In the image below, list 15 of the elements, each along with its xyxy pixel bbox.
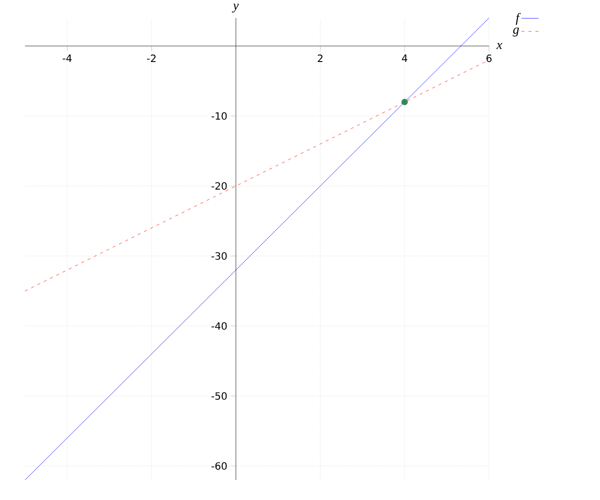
x-tick-label: -4 xyxy=(62,54,72,62)
x-tick-label: 4 xyxy=(402,54,408,62)
x-tick-label: 6 xyxy=(486,54,492,62)
y-tick-label: -60 xyxy=(212,462,227,470)
y-tick-label: -30 xyxy=(212,252,227,260)
legend-label: g xyxy=(512,28,519,36)
y-axis-title: y xyxy=(232,4,239,12)
x-tick-label: -2 xyxy=(147,54,156,62)
y-tick-label: -50 xyxy=(212,392,227,400)
y-tick-label: -10 xyxy=(212,112,227,120)
y-tick-label: -40 xyxy=(212,322,227,330)
x-axis-title: x xyxy=(496,43,502,49)
legend-label: f xyxy=(516,12,521,25)
y-tick-label: -20 xyxy=(212,182,227,190)
x-tick-label: 2 xyxy=(318,54,322,62)
